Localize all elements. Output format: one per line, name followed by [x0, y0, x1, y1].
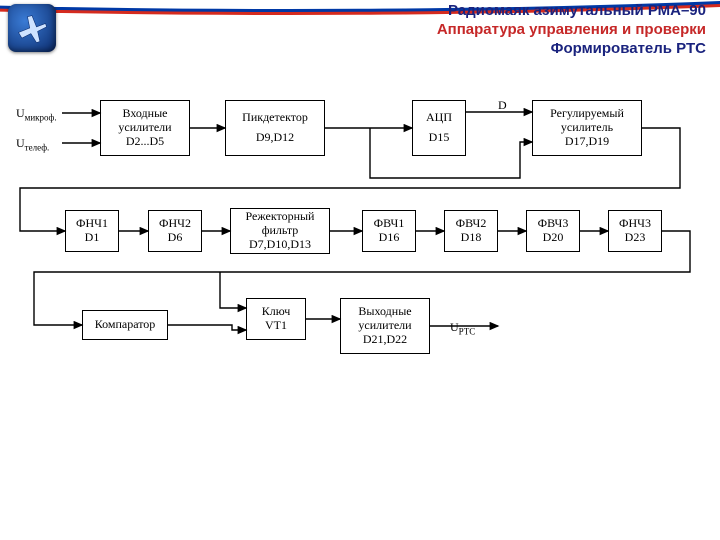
header: Радиомаяк азимутальный РМА–90 Аппаратура… [0, 0, 720, 68]
title-block: Радиомаяк азимутальный РМА–90 Аппаратура… [437, 2, 706, 58]
title-line-3: Формирователь РТС [437, 40, 706, 59]
title-line-2: Аппаратура управления и проверки [437, 21, 706, 40]
airplane-icon [14, 10, 50, 46]
block-diagram: Uмикроф. Uтелеф. D UРТС Входныеусилители… [0, 80, 720, 460]
wiring [0, 80, 720, 460]
airplane-logo [8, 4, 56, 52]
title-line-1: Радиомаяк азимутальный РМА–90 [437, 2, 706, 21]
